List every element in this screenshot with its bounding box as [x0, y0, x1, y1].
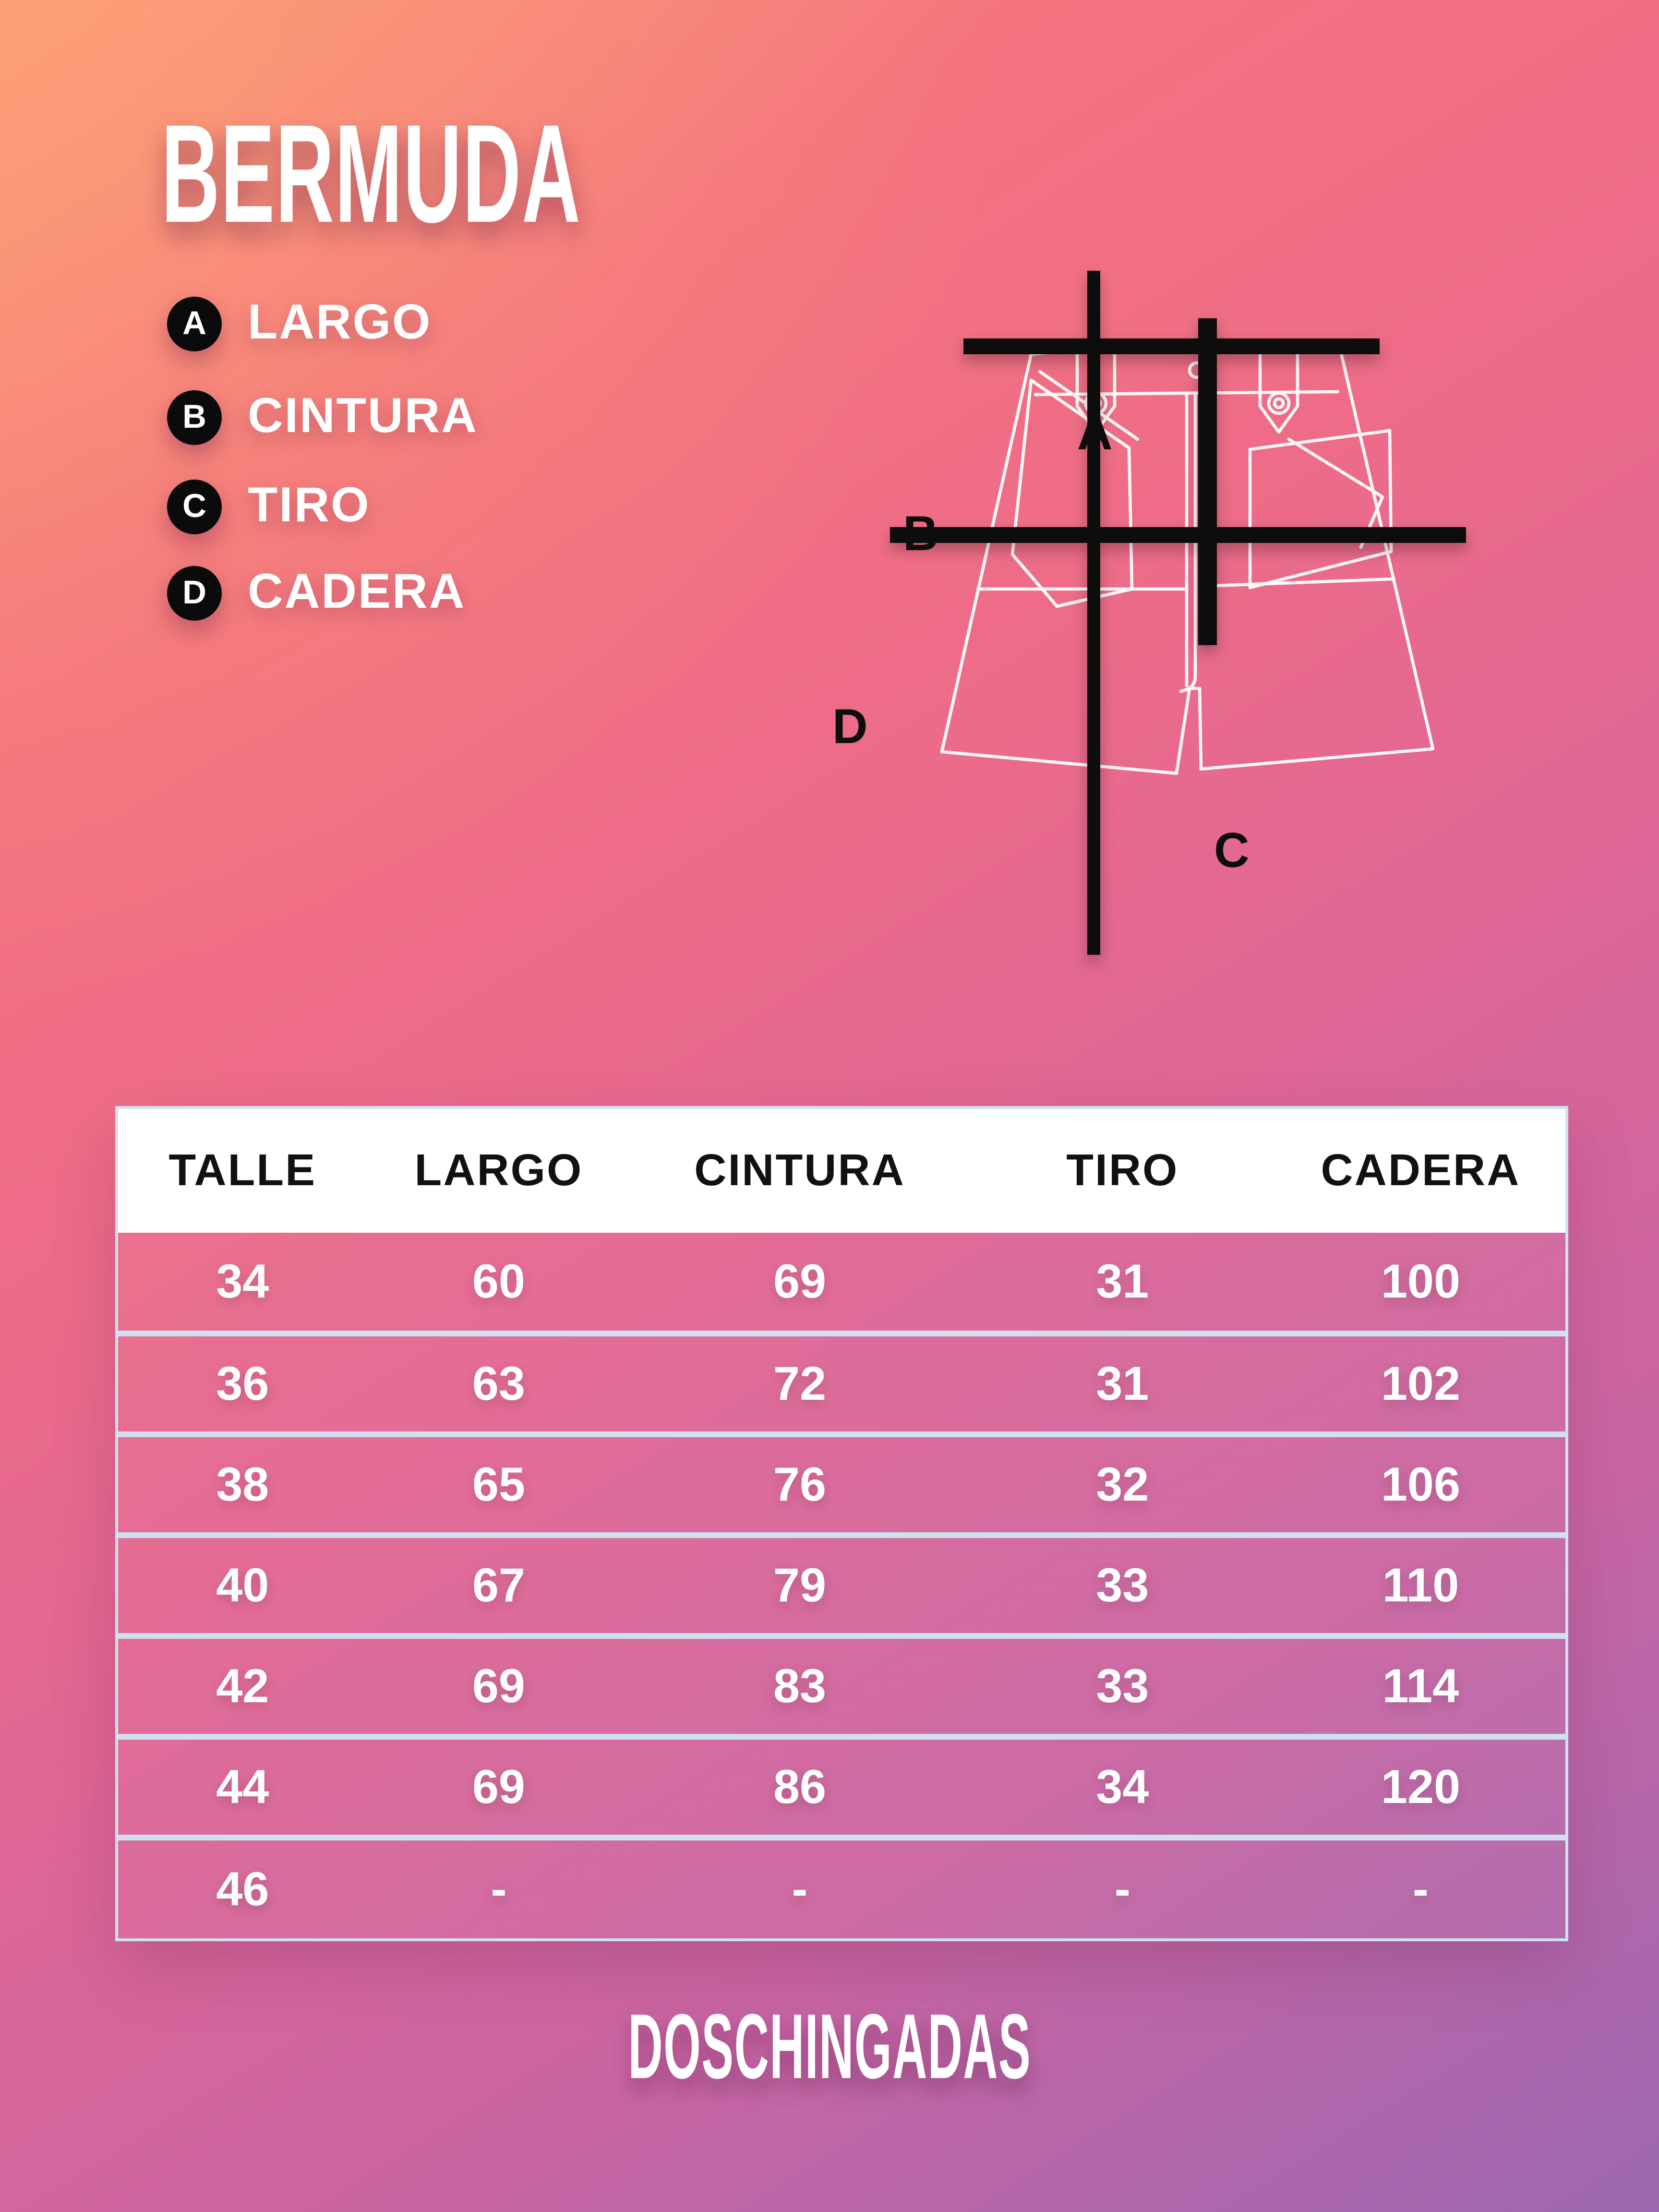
- legend-key-badge-b: B: [167, 389, 222, 445]
- measurement-value: -: [367, 1835, 631, 1938]
- measurement-value: 31: [1096, 1254, 1149, 1308]
- measurement-value: 83: [630, 1633, 969, 1737]
- table-row: 42 69 83 33 114: [118, 1633, 1565, 1737]
- measurement-value: 106: [1275, 1431, 1565, 1535]
- legend-label: LARGO: [248, 295, 432, 350]
- legend-key-letter: C: [182, 487, 206, 524]
- shorts-outline: [940, 345, 1435, 775]
- legend-item-tiro: C TIRO: [167, 478, 371, 534]
- measurement-value: 32: [969, 1431, 1276, 1535]
- table-row: 40 67 79 33 110: [118, 1532, 1565, 1636]
- page-title-text: BERMUDA: [161, 95, 581, 252]
- size-value: 34: [216, 1254, 269, 1308]
- page-title: BERMUDA: [161, 104, 885, 243]
- measure-line-a: [1087, 271, 1100, 955]
- legend-key-letter: A: [182, 304, 206, 341]
- measurement-value: 110: [1275, 1532, 1565, 1636]
- legend-label: CADERA: [248, 565, 466, 619]
- legend-key-badge-c: C: [167, 479, 222, 534]
- size-table-head: TALLE LARGO CINTURA TIRO CADERA: [118, 1109, 1565, 1233]
- measure-line-b: [963, 338, 1380, 354]
- shorts-measurement-diagram: A B C D: [806, 202, 1527, 979]
- measure-line-d: [890, 527, 1466, 543]
- measurement-value: 76: [630, 1431, 969, 1535]
- measurement-lines: [890, 271, 1466, 955]
- measurement-value: 69: [367, 1734, 631, 1838]
- measurement-value: 67: [367, 1532, 631, 1636]
- diagram-label-b: B: [903, 507, 938, 562]
- legend-key-badge-d: D: [167, 565, 222, 620]
- measurement-value: -: [969, 1835, 1276, 1938]
- measurement-value: 102: [1275, 1331, 1565, 1434]
- measurement-value: 120: [1275, 1734, 1565, 1838]
- diagram-label-a: A: [1077, 406, 1113, 461]
- shorts-outline-graphic: [890, 271, 1466, 955]
- column-header-talle: TALLE: [118, 1109, 367, 1233]
- legend-label: CINTURA: [248, 389, 478, 444]
- table-row: 36 63 72 31 102: [118, 1331, 1565, 1434]
- legend-item-largo: A LARGO: [167, 295, 432, 351]
- header-row: TALLE LARGO CINTURA TIRO CADERA: [118, 1109, 1565, 1233]
- column-header-tiro: TIRO: [969, 1109, 1276, 1233]
- table-row: 34 60 69 31 100: [118, 1233, 1565, 1334]
- size-table-body: 34 60 69 31 100 36 63 72 31 102 38 65 76 32 106 40 67 79 3…: [118, 1233, 1565, 1938]
- size-value: 46: [118, 1835, 367, 1938]
- brand-footer: DOSCHINGADAS: [0, 2000, 1659, 2092]
- measurement-value: 114: [1275, 1633, 1565, 1737]
- measurement-value: 33: [969, 1633, 1276, 1737]
- legend-item-cadera: D CADERA: [167, 565, 466, 621]
- diagram-label-c: C: [1214, 824, 1250, 878]
- measurement-value: 72: [630, 1331, 969, 1434]
- measurement-value: 100: [1381, 1254, 1461, 1308]
- measurement-value: 63: [367, 1331, 631, 1434]
- measurement-value: 69: [367, 1633, 631, 1737]
- legend-label: TIRO: [248, 478, 371, 533]
- measurement-value: 69: [773, 1254, 827, 1308]
- table-row: 46- - - -: [118, 1835, 1565, 1938]
- size-value: 40: [118, 1532, 367, 1636]
- column-header-largo: LARGO: [367, 1109, 631, 1233]
- measurement-value: 86: [630, 1734, 969, 1838]
- measurement-value: 34: [969, 1734, 1276, 1838]
- column-header-cintura: CINTURA: [630, 1109, 969, 1233]
- table-row: 38 65 76 32 106: [118, 1431, 1565, 1535]
- legend-key-letter: B: [182, 397, 206, 435]
- legend-key-badge-a: A: [167, 296, 222, 351]
- size-value: 36: [118, 1331, 367, 1434]
- measurement-value: 33: [969, 1532, 1276, 1636]
- measure-line-c: [1198, 318, 1217, 645]
- legend-item-cintura: B CINTURA: [167, 389, 478, 445]
- measurement-value: -: [630, 1835, 969, 1938]
- brand-name: DOSCHINGADAS: [628, 1995, 1031, 2098]
- legend-key-letter: D: [182, 573, 206, 611]
- size-value: 44: [118, 1734, 367, 1838]
- column-header-cadera: CADERA: [1275, 1109, 1565, 1233]
- measurement-value: 60: [472, 1254, 526, 1308]
- measurement-value: 31: [969, 1331, 1276, 1434]
- measurement-value: 79: [630, 1532, 969, 1636]
- measurement-value: -: [1275, 1835, 1565, 1938]
- size-value: 42: [118, 1633, 367, 1737]
- size-table: TALLE LARGO CINTURA TIRO CADERA 34 60 69 31 100 3…: [118, 1109, 1565, 1938]
- size-value: 38: [118, 1431, 367, 1535]
- size-table-card: TALLE LARGO CINTURA TIRO CADERA 34 60 69 31 100 3…: [115, 1106, 1568, 1941]
- table-row: 44 69 86 34 120: [118, 1734, 1565, 1838]
- diagram-label-d: D: [832, 700, 868, 755]
- measurement-value: 65: [367, 1431, 631, 1535]
